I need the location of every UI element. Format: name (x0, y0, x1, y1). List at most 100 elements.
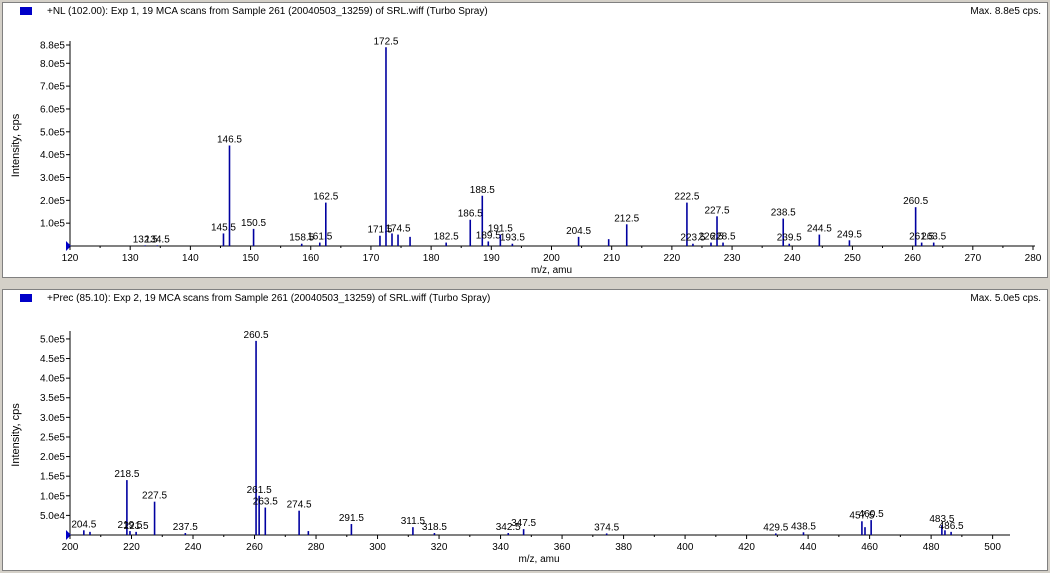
spectrum-panel-2: +Prec (85.10): Exp 2, 19 MCA scans from … (2, 289, 1048, 571)
peak-label: 145.5 (211, 222, 236, 233)
peak-label: 311.5 (401, 516, 426, 527)
x-axis-label: m/z, amu (531, 265, 572, 276)
y-tick-label: 5.0e5 (40, 334, 65, 345)
peak-label: 146.5 (217, 135, 242, 146)
spectrum-chart-1[interactable]: 120 130 140 150 160 170 180 190 200 210 220 230 240 2… (3, 3, 1047, 277)
peak-label: 172.5 (373, 36, 398, 47)
peak-label: 342.5 (496, 522, 521, 533)
panel-title: +NL (102.00): Exp 1, 19 MCA scans from S… (47, 6, 488, 17)
peak-label: 193.5 (500, 233, 525, 244)
peak-label: 161.5 (307, 232, 332, 243)
y-tick-label: 2.0e5 (40, 452, 65, 463)
x-tick-label: 200 (62, 542, 79, 553)
y-tick-label: 8.0e5 (40, 59, 65, 70)
peak-label: 204.5 (566, 226, 591, 237)
x-tick-label: 460 (861, 542, 878, 553)
peak-label: 228.5 (711, 232, 736, 243)
baseline-arrow-icon (66, 241, 71, 251)
x-tick-label: 360 (554, 542, 571, 553)
peak-label: 134.5 (145, 234, 170, 245)
x-tick-label: 130 (122, 253, 139, 264)
x-tick-label: 250 (844, 253, 861, 264)
y-tick-label: 4.5e5 (40, 354, 65, 365)
x-tick-label: 420 (738, 542, 755, 553)
y-tick-label: 3.0e5 (40, 173, 65, 184)
peak-label: 227.5 (142, 491, 167, 502)
x-tick-label: 240 (185, 542, 202, 553)
peak-label: 483.5 (929, 514, 954, 525)
peak-label: 188.5 (470, 185, 495, 196)
y-tick-label: 3.5e5 (40, 393, 65, 404)
peak-label: 263.5 (253, 497, 278, 508)
x-tick-label: 380 (615, 542, 632, 553)
max-intensity-label: Max. 8.8e5 cps. (970, 6, 1041, 17)
peak-label: 260.5 (903, 196, 928, 207)
y-tick-label: 5.0e5 (40, 127, 65, 138)
y-tick-label: 4.0e5 (40, 150, 65, 161)
x-tick-label: 400 (677, 542, 694, 553)
x-tick-label: 220 (664, 253, 681, 264)
peak-label: 260.5 (244, 330, 269, 341)
x-tick-label: 220 (123, 542, 140, 553)
peak-label: 204.5 (71, 519, 96, 530)
y-tick-label: 1.0e5 (40, 219, 65, 230)
trace-marker-icon[interactable] (20, 294, 32, 302)
x-tick-label: 340 (492, 542, 509, 553)
x-tick-label: 260 (246, 542, 263, 553)
y-tick-label: 7.0e5 (40, 82, 65, 93)
x-tick-label: 190 (483, 253, 500, 264)
peak-label: 182.5 (434, 232, 459, 243)
x-tick-label: 280 (308, 542, 325, 553)
peak-label: 186.5 (458, 209, 483, 220)
spectrum-chart-2[interactable]: 200 220 240 260 280 300 320 340 360 380 400 420 440 4… (3, 290, 1047, 570)
y-tick-label: 2.0e5 (40, 196, 65, 207)
peak-label: 223.5 (680, 233, 705, 244)
peak-label: 158.5 (289, 233, 314, 244)
trace-marker-icon[interactable] (20, 7, 32, 15)
peak-label: 227.5 (705, 205, 730, 216)
x-tick-label: 500 (984, 542, 1001, 553)
peak-label: 429.5 (763, 522, 788, 533)
y-axis-label: Intensity, cps (10, 113, 22, 177)
x-tick-label: 160 (302, 253, 319, 264)
peak-label: 162.5 (313, 192, 338, 203)
peak-label: 249.5 (837, 229, 862, 240)
peak-label: 221.5 (124, 521, 149, 532)
y-tick-label: 4.0e5 (40, 374, 65, 385)
peak-label: 486.5 (939, 521, 964, 532)
x-tick-label: 480 (923, 542, 940, 553)
peak-label: 238.5 (771, 208, 796, 219)
peak-label: 219.5 (117, 520, 142, 531)
y-tick-label: 1.5e5 (40, 472, 65, 483)
peak-label: 244.5 (807, 224, 832, 235)
peak-label: 237.5 (173, 522, 198, 533)
y-tick-label: 1.0e5 (40, 491, 65, 502)
x-tick-label: 120 (62, 253, 79, 264)
peak-label: 374.5 (594, 522, 619, 533)
x-tick-label: 210 (603, 253, 620, 264)
x-tick-label: 150 (242, 253, 259, 264)
peak-label: 460.5 (859, 509, 884, 520)
peak-label: 189.5 (476, 230, 501, 241)
x-tick-label: 180 (423, 253, 440, 264)
peak-label: 212.5 (614, 213, 639, 224)
baseline-arrow-icon (66, 530, 71, 540)
y-tick-label: 3.0e5 (40, 413, 65, 424)
peak-label: 218.5 (114, 469, 139, 480)
peak-label: 226.5 (698, 232, 723, 243)
x-tick-label: 440 (800, 542, 817, 553)
y-axis-label: Intensity, cps (10, 403, 22, 467)
peak-label: 191.5 (488, 224, 513, 235)
x-tick-label: 140 (182, 253, 199, 264)
max-intensity-label: Max. 5.0e5 cps. (970, 293, 1041, 304)
x-tick-label: 320 (431, 542, 448, 553)
peak-label: 239.5 (777, 233, 802, 244)
peak-label: 318.5 (422, 522, 447, 533)
peak-label: 347.5 (511, 518, 536, 529)
peak-label: 438.5 (791, 521, 816, 532)
x-tick-label: 270 (964, 253, 981, 264)
panel-title: +Prec (85.10): Exp 2, 19 MCA scans from … (47, 293, 491, 304)
x-tick-label: 300 (369, 542, 386, 553)
y-tick-label: 5.0e4 (40, 511, 65, 522)
y-tick-label: 2.5e5 (40, 432, 65, 443)
